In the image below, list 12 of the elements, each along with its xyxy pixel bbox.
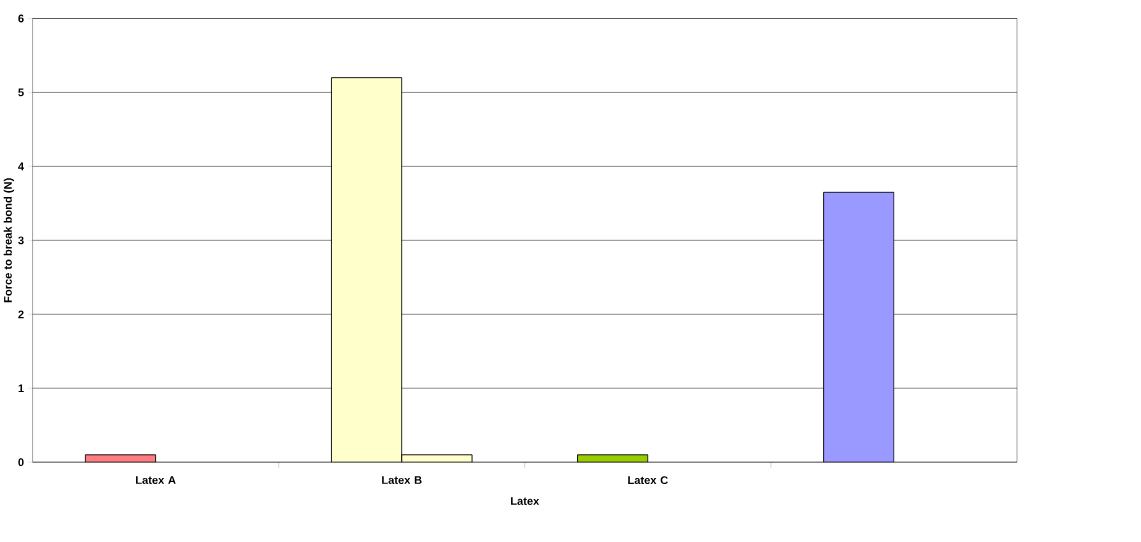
y-tick-label: 1 <box>18 384 24 393</box>
x-axis-title: Latex <box>511 497 540 506</box>
y-tick-label: 3 <box>18 236 24 245</box>
y-axis-title: Force to break bond (N) <box>3 178 15 303</box>
y-tick-label: 2 <box>18 310 24 319</box>
y-tick-label: 4 <box>18 162 25 171</box>
x-tick-label: Latex A <box>136 476 176 485</box>
x-tick-label: Latex B <box>382 476 422 485</box>
y-tick-label: 5 <box>18 88 24 97</box>
x-tick-label: Latex C <box>628 476 668 485</box>
y-tick-label: 0 <box>18 458 24 467</box>
y-tick-label: 6 <box>18 14 24 23</box>
